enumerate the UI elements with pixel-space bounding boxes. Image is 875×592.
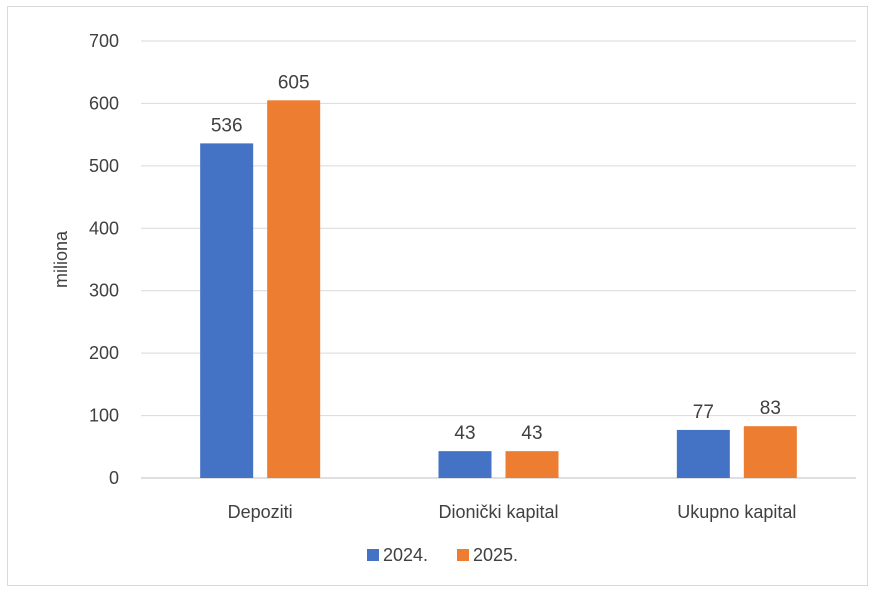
bar — [267, 100, 321, 479]
data-label: 43 — [454, 423, 475, 444]
y-tick-label: 500 — [89, 156, 119, 176]
y-tick-label: 100 — [89, 406, 119, 426]
data-label: 83 — [760, 398, 781, 419]
y-axis-title: miliona — [51, 230, 71, 288]
legend-swatch — [367, 549, 379, 561]
y-tick-label: 0 — [109, 468, 119, 488]
x-category-label: Dionički kapital — [438, 502, 558, 522]
legend-label: 2024. — [383, 545, 428, 565]
bar — [438, 451, 492, 478]
y-tick-label: 700 — [89, 31, 119, 51]
data-label: 43 — [521, 423, 542, 444]
bar — [505, 451, 559, 478]
legend-label: 2025. — [473, 545, 518, 565]
data-labels: 536 605 43 43 77 83 — [211, 72, 781, 444]
data-label: 536 — [211, 115, 243, 136]
bar — [676, 429, 730, 478]
x-category-label: Ukupno kapital — [677, 502, 796, 522]
x-axis-categories: Depoziti Dionički kapital Ukupno kapital — [228, 502, 797, 522]
legend: 2024. 2025. — [367, 545, 518, 565]
y-axis-ticks: 0 100 200 300 400 500 600 700 — [89, 31, 119, 488]
x-category-label: Depoziti — [228, 502, 293, 522]
bar — [200, 143, 254, 478]
y-tick-label: 600 — [89, 93, 119, 113]
bars — [200, 100, 797, 479]
y-tick-label: 200 — [89, 343, 119, 363]
data-label: 605 — [278, 72, 310, 93]
data-label: 77 — [693, 402, 714, 423]
bar-chart: 0 100 200 300 400 500 600 700 miliona 536 605 43 4… — [51, 31, 856, 565]
y-tick-label: 400 — [89, 218, 119, 238]
gridlines — [141, 40, 856, 479]
bar — [743, 426, 797, 478]
chart-frame: 0 100 200 300 400 500 600 700 miliona 536 605 43 4… — [7, 6, 868, 586]
y-tick-label: 300 — [89, 281, 119, 301]
legend-swatch — [457, 549, 469, 561]
